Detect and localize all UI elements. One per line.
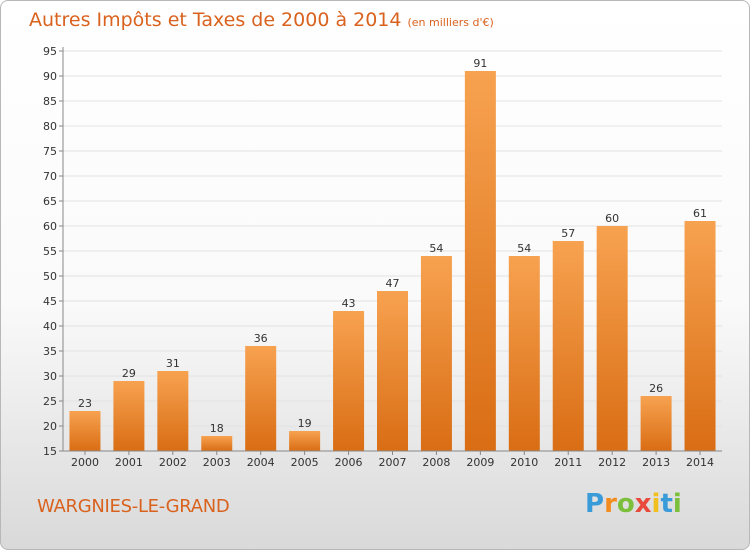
y-tick-label: 80 (43, 120, 57, 133)
chart-title: Autres Impôts et Taxes de 2000 à 2014 (en… (29, 9, 494, 31)
x-tick-label: 2008 (422, 456, 450, 469)
x-tick-label: 2011 (554, 456, 582, 469)
x-tick-label: 2013 (642, 456, 670, 469)
data-label: 19 (298, 417, 312, 430)
x-tick-label: 2007 (379, 456, 407, 469)
chart-title-text: Autres Impôts et Taxes de 2000 à 2014 (29, 9, 402, 31)
x-tick-label: 2004 (247, 456, 275, 469)
data-label: 31 (166, 357, 180, 370)
y-tick-label: 20 (43, 420, 57, 433)
bar (640, 396, 672, 451)
bar (552, 241, 584, 451)
bar (245, 346, 277, 451)
y-tick-label: 70 (43, 170, 57, 183)
y-tick-label: 60 (43, 220, 57, 233)
y-tick-label: 35 (43, 345, 57, 358)
bar (464, 71, 496, 451)
y-tick-label: 40 (43, 320, 57, 333)
logo-letter: r (604, 489, 617, 519)
proxiti-logo: Proxiti (585, 489, 682, 519)
y-axis: 15 20 25 30 35 40 45 50 55 60 65 70 75 80 85 90 95 (43, 45, 64, 458)
data-label: 54 (429, 242, 443, 255)
logo-letter: t (660, 489, 673, 519)
data-label: 91 (473, 57, 487, 70)
bar (69, 411, 101, 451)
y-tick-label: 15 (43, 445, 57, 458)
y-tick-label: 65 (43, 195, 57, 208)
logo-letter: o (616, 489, 635, 519)
bar (157, 371, 189, 451)
data-label: 47 (386, 277, 400, 290)
y-tick-label: 30 (43, 370, 57, 383)
data-label: 36 (254, 332, 268, 345)
y-tick-label: 25 (43, 395, 57, 408)
x-tick-label: 2010 (510, 456, 538, 469)
x-tick-label: 2009 (466, 456, 494, 469)
data-label: 54 (517, 242, 531, 255)
y-tick-label: 50 (43, 270, 57, 283)
data-label: 60 (605, 212, 619, 225)
data-label: 26 (649, 382, 663, 395)
y-tick-label: 75 (43, 145, 57, 158)
x-tick-label: 2014 (686, 456, 714, 469)
bar (420, 256, 452, 451)
x-tick-label: 2000 (71, 456, 99, 469)
bar (596, 226, 628, 451)
logo-letter: i (672, 489, 682, 519)
bar (289, 431, 321, 451)
city-name: WARGNIES-LE-GRAND (37, 496, 230, 517)
y-tick-label: 90 (43, 70, 57, 83)
y-tick-label: 45 (43, 295, 57, 308)
data-label: 29 (122, 367, 136, 380)
bar (508, 256, 540, 451)
y-tick-label: 85 (43, 95, 57, 108)
x-tick-label: 2002 (159, 456, 187, 469)
bar (377, 291, 408, 451)
bar (684, 221, 716, 451)
logo-letter: i (651, 489, 661, 519)
y-tick-label: 95 (43, 45, 57, 58)
data-label: 18 (210, 422, 224, 435)
logo-letter: P (585, 489, 605, 519)
bar (113, 381, 145, 451)
bars: 23 29 31 18 36 19 43 47 54 91 54 57 60 26 61 (69, 57, 716, 451)
x-axis: 2000 2001 2002 2003 2004 2005 2006 2007 2008 2009… (63, 450, 722, 469)
x-tick-label: 2012 (598, 456, 626, 469)
x-tick-label: 2005 (291, 456, 319, 469)
data-label: 61 (693, 207, 707, 220)
x-tick-label: 2003 (203, 456, 231, 469)
x-tick-label: 2001 (115, 456, 143, 469)
y-tick-label: 55 (43, 245, 57, 258)
x-tick-label: 2006 (335, 456, 363, 469)
chart-subtitle: (en milliers d'€) (407, 16, 494, 29)
data-label: 43 (342, 297, 356, 310)
data-label: 57 (561, 227, 575, 240)
logo-letter: x (634, 489, 652, 519)
bar (201, 436, 233, 451)
bar (333, 311, 365, 451)
data-label: 23 (78, 397, 92, 410)
